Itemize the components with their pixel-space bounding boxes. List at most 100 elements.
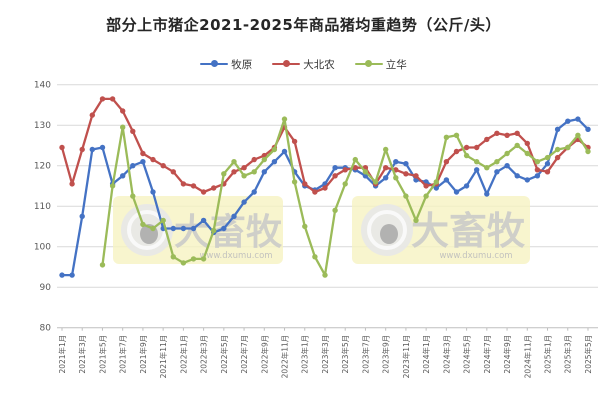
x-axis-tick-label: 2024年1月 xyxy=(421,335,431,374)
data-point xyxy=(251,169,257,175)
y-axis-tick-label: 90 xyxy=(40,283,52,293)
data-point xyxy=(79,213,85,219)
data-point xyxy=(322,185,328,191)
data-point xyxy=(342,167,348,173)
data-point xyxy=(89,112,96,118)
data-point xyxy=(99,262,106,268)
data-point xyxy=(69,181,75,187)
data-point xyxy=(322,272,328,278)
data-point xyxy=(120,108,126,114)
data-point xyxy=(433,179,439,185)
data-point xyxy=(180,181,187,187)
data-point xyxy=(565,118,571,124)
data-point xyxy=(241,199,247,205)
data-point xyxy=(362,169,369,175)
x-axis-tick-label: 2021年11月 xyxy=(158,335,168,379)
x-axis-tick-label: 2023年9月 xyxy=(381,335,391,374)
watermark-right-url: www.dxumu.com xyxy=(439,251,512,261)
legend-label: 牧原 xyxy=(231,58,253,71)
data-point xyxy=(504,150,510,157)
data-point xyxy=(463,144,470,151)
data-point xyxy=(200,189,207,195)
data-point xyxy=(190,183,197,189)
data-point xyxy=(211,227,217,234)
data-point xyxy=(463,183,470,189)
data-point xyxy=(271,159,278,165)
data-point xyxy=(281,116,288,122)
data-point xyxy=(291,179,298,185)
data-point xyxy=(271,146,278,153)
data-point xyxy=(494,169,500,175)
data-point xyxy=(544,169,551,175)
data-point xyxy=(403,193,409,199)
data-point xyxy=(221,225,227,232)
x-axis-tick-label: 2024年9月 xyxy=(502,335,512,374)
legend-item-0[interactable]: 牧原 xyxy=(200,57,252,72)
legend-line-marker-icon xyxy=(354,60,383,69)
x-axis-tick-label: 2021年3月 xyxy=(77,335,87,374)
watermark-left-url: www.dxumu.com xyxy=(199,251,272,261)
data-point xyxy=(109,183,116,189)
y-axis-tick-label: 80 xyxy=(40,324,52,334)
data-point xyxy=(241,173,247,179)
data-point xyxy=(474,144,480,151)
data-point xyxy=(190,225,197,232)
data-point xyxy=(150,225,156,232)
data-point xyxy=(514,142,520,149)
x-axis-tick-label: 2024年7月 xyxy=(482,335,492,374)
data-point xyxy=(575,116,581,122)
data-point xyxy=(504,132,510,138)
data-point xyxy=(120,124,126,130)
x-axis-tick-label: 2024年3月 xyxy=(441,335,451,374)
data-point xyxy=(494,130,500,136)
data-point xyxy=(352,165,358,171)
data-point xyxy=(524,140,530,147)
data-point xyxy=(281,148,288,155)
data-point xyxy=(180,225,187,232)
data-point xyxy=(312,254,318,260)
x-axis-tick-label: 2022年7月 xyxy=(239,335,249,374)
data-point xyxy=(453,189,460,195)
x-axis-tick-label: 2022年11月 xyxy=(280,335,290,379)
x-axis-tick-label: 2021年1月 xyxy=(57,335,67,374)
legend-item-1[interactable]: 大北农 xyxy=(272,57,335,72)
data-point xyxy=(554,154,561,161)
data-point xyxy=(109,96,116,102)
data-point xyxy=(342,181,348,187)
data-point xyxy=(170,254,176,260)
legend-item-2[interactable]: 立华 xyxy=(354,57,407,72)
data-point xyxy=(200,256,207,262)
data-point xyxy=(534,173,541,179)
data-point xyxy=(251,189,257,195)
legend-line-marker-icon xyxy=(272,60,301,69)
data-point xyxy=(403,171,409,177)
x-axis-tick-label: 2021年9月 xyxy=(138,335,148,374)
data-point xyxy=(160,163,166,169)
data-point xyxy=(403,161,409,167)
chart-legend: 牧原 大北农 立华 xyxy=(0,56,607,72)
data-point xyxy=(99,96,106,102)
data-point xyxy=(291,138,298,145)
data-point xyxy=(504,163,510,169)
data-point xyxy=(261,156,267,163)
data-point xyxy=(130,163,136,169)
data-point xyxy=(484,191,490,197)
x-axis-tick-label: 2023年3月 xyxy=(320,335,330,374)
legend-label: 立华 xyxy=(385,58,407,71)
x-axis-tick-label: 2021年7月 xyxy=(118,335,128,374)
data-point xyxy=(544,154,551,161)
data-point xyxy=(302,181,308,187)
data-point xyxy=(443,159,450,165)
y-axis-tick-label: 120 xyxy=(34,162,51,172)
data-point xyxy=(554,146,561,153)
data-point xyxy=(332,207,338,213)
data-point xyxy=(231,169,237,175)
data-point xyxy=(514,173,520,179)
series-line-1 xyxy=(60,97,590,194)
data-point xyxy=(120,173,126,179)
x-axis-tick-label: 2021年5月 xyxy=(97,335,107,374)
data-point xyxy=(160,217,166,224)
data-point xyxy=(332,165,338,171)
data-point xyxy=(393,175,399,181)
